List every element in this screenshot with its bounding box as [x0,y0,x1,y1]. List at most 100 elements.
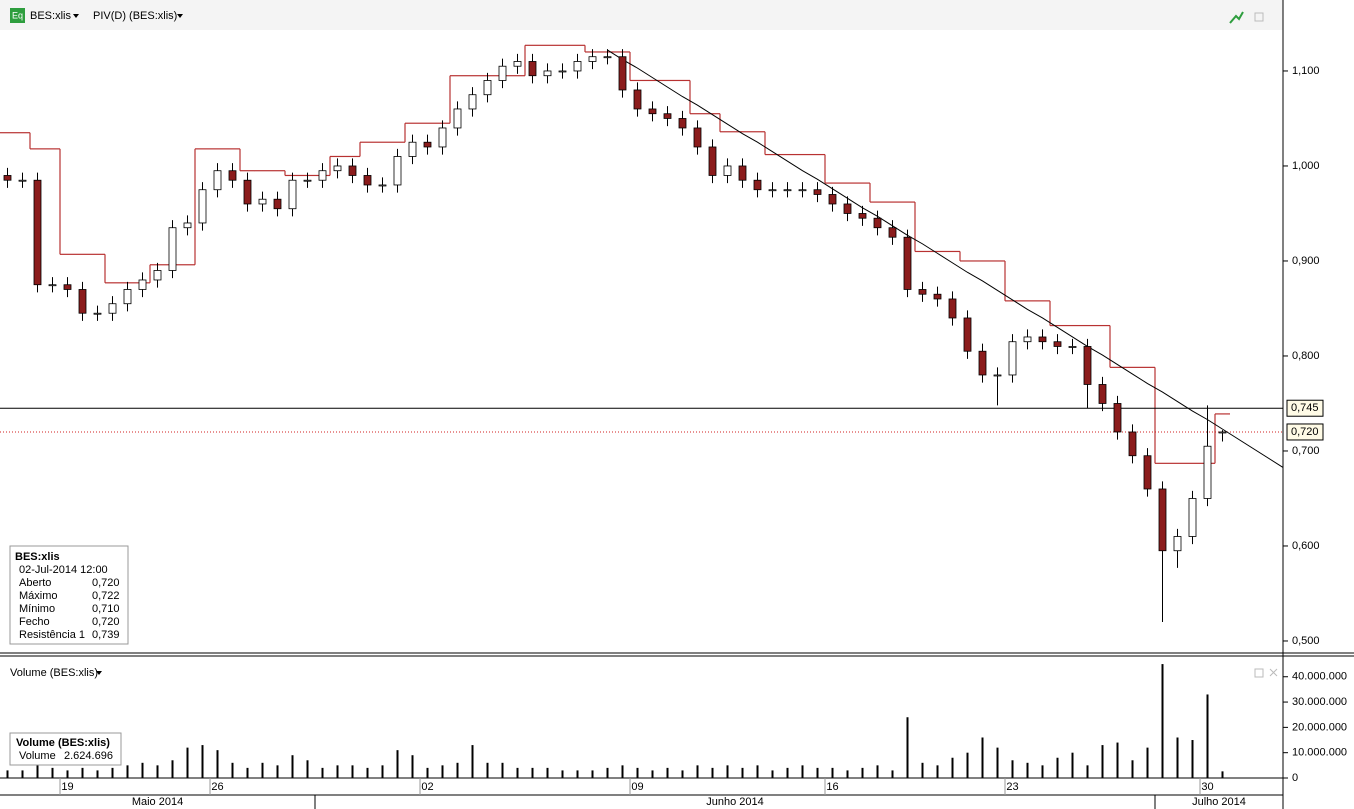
y-tick-label: 0,500 [1292,635,1320,647]
candle-body [573,61,582,72]
info-value: 0,720 [92,616,120,628]
window-icon[interactable] [1254,668,1264,678]
candle-body [1053,341,1062,347]
candle-body [333,165,342,172]
volume-bar [246,767,249,778]
candle-body [453,108,462,129]
volume-bar [1176,737,1179,778]
volume-bar [486,762,489,778]
volume-bar [801,765,804,778]
y-tick-label: 0,800 [1292,350,1320,362]
candle-body [93,312,102,315]
candle-body [648,108,657,115]
window-icon[interactable] [1254,12,1264,22]
volume-bar [966,752,969,778]
candle-body [513,61,522,67]
candle-body [1008,341,1017,376]
volume-bar [456,762,459,778]
candle-body [528,61,537,77]
volume-bar [1101,745,1104,778]
x-tick-label: 16 [826,781,838,793]
volume-bar [786,767,789,778]
info-label: Volume [19,750,56,762]
volume-bar [1011,760,1014,778]
price-label-box [1286,423,1324,441]
volume-bar [606,767,609,778]
volume-bar [756,765,759,778]
candle-body [918,289,927,295]
info-label: Aberto [19,577,51,589]
candle-body [423,141,432,148]
dropdown-arrow[interactable] [73,14,79,18]
info-value: 0,710 [92,603,120,615]
candle-body [1113,403,1122,433]
candle-body [378,184,387,187]
info-title: BES:xlis [15,551,60,563]
volume-bar [846,770,849,778]
indicator-title[interactable]: PIV(D) (BES:xlis) [93,10,177,22]
volume-bar [831,767,834,778]
y-tick-label: 0,900 [1292,255,1320,267]
candle-body [708,146,717,176]
volume-bar [201,745,204,778]
y-tick-label: 20.000.000 [1292,721,1347,733]
candle-body [798,189,807,192]
candle-body [288,179,297,210]
volume-bar [636,767,639,778]
candle-body [903,236,912,290]
volume-bar [576,770,579,778]
candle-body [723,165,732,176]
volume-bar [1071,752,1074,778]
y-tick-label: 10.000.000 [1292,747,1347,759]
trend-icon[interactable] [1229,11,1244,24]
volume-bar [366,767,369,778]
price-label-box [1286,399,1324,417]
volume-bar [546,767,549,778]
candle-body [618,56,627,91]
candle-body [603,56,612,59]
candle-body [1038,336,1047,343]
dropdown-arrow[interactable] [177,14,183,18]
volume-bar [621,765,624,778]
candle-body [768,189,777,192]
volume-bar [426,767,429,778]
volume-bar [6,770,9,778]
volume-bar [96,770,99,778]
candle-body [1068,346,1077,348]
y-tick-label: 0,600 [1292,540,1320,552]
volume-bar [561,770,564,778]
volume-bar [981,737,984,778]
volume-title[interactable]: Volume (BES:xlis) [10,667,98,679]
candle-body [303,179,312,182]
volume-bar [891,770,894,778]
volume-bar [441,765,444,778]
info-label: Resistência 1 [19,629,85,641]
candle-body [363,175,372,186]
trendline-extension [1222,428,1284,468]
info-value: 2.624.696 [64,750,113,762]
volume-bar [51,767,54,778]
candle-body [318,170,327,181]
volume-bar [381,765,384,778]
volume-bar [1116,742,1119,778]
close-icon[interactable] [1269,668,1278,677]
symbol-icon[interactable] [10,8,25,23]
volume-bar [876,765,879,778]
month-label: Maio 2014 [132,796,183,808]
volume-bar [1146,747,1149,778]
candle-body [813,189,822,195]
volume-bar [186,747,189,778]
volume-bar [411,755,414,778]
dropdown-arrow[interactable] [96,671,102,675]
price-label: 0,745 [1291,402,1319,414]
volume-bar [291,755,294,778]
candle-body [438,127,447,148]
candle-body [48,284,57,287]
y-tick-label: 30.000.000 [1292,696,1347,708]
y-tick-label: 1,000 [1292,160,1320,172]
candle-body [873,217,882,229]
volume-bar [1161,664,1164,778]
symbol-title[interactable]: BES:xlis [30,10,71,22]
